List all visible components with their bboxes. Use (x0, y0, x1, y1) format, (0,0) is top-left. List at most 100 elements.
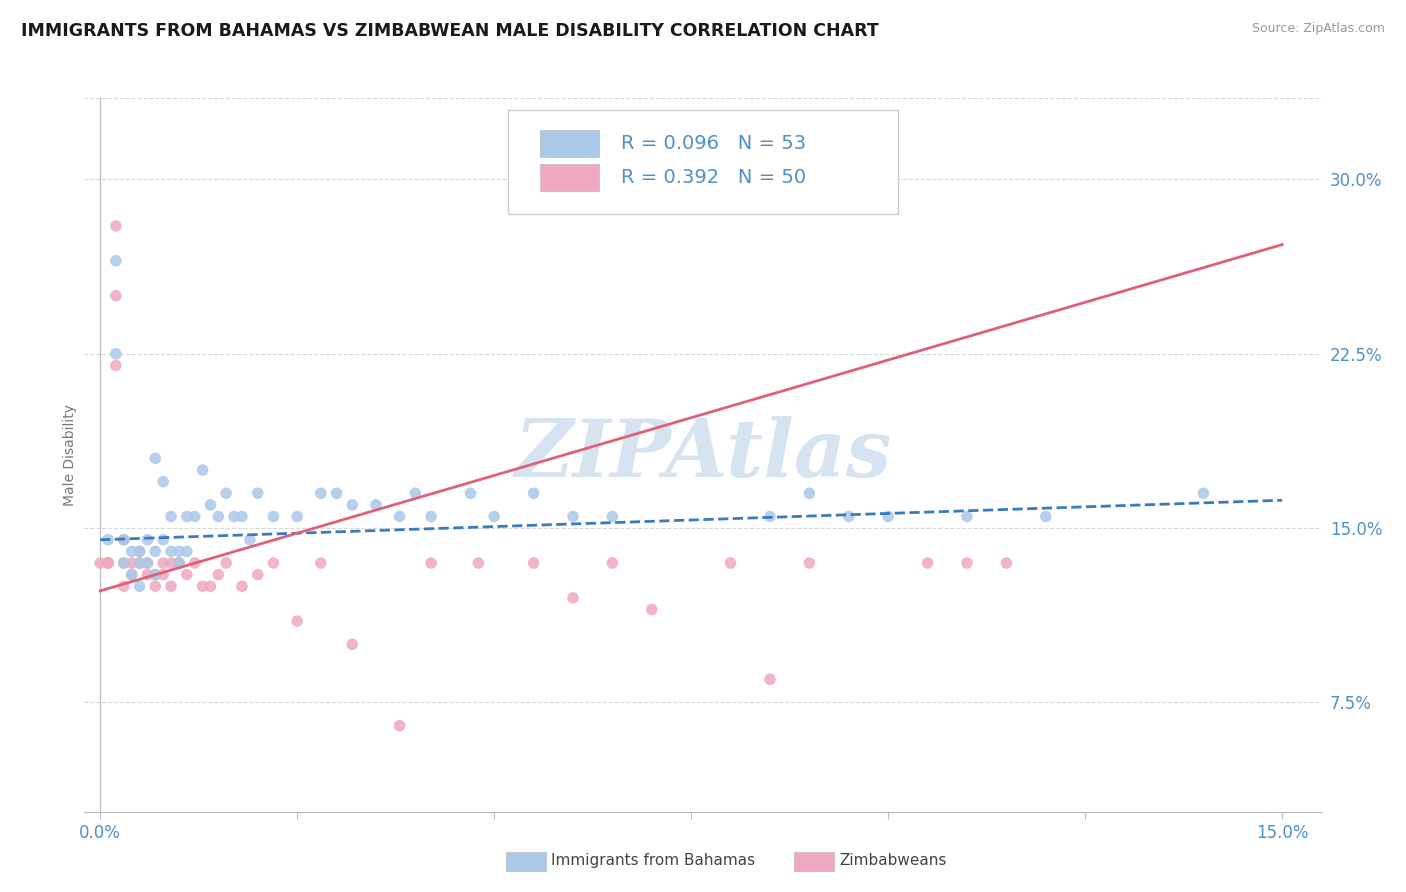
Point (112, 579, 135, 593)
Point (388, 719, 411, 733)
Text: ZIPAtlas: ZIPAtlas (515, 417, 891, 493)
Point (917, 556, 939, 570)
Point (176, 509, 198, 524)
Text: R = 0.096   N = 53: R = 0.096 N = 53 (621, 134, 807, 153)
Point (1192, 486, 1215, 500)
Point (152, 567, 174, 582)
Point (222, 509, 245, 524)
Point (176, 567, 198, 582)
Point (1035, 509, 1057, 524)
Point (143, 567, 166, 582)
Point (467, 556, 489, 570)
Point (838, 509, 860, 524)
Text: R = 0.392   N = 50: R = 0.392 N = 50 (621, 168, 807, 186)
Point (956, 556, 979, 570)
Point (97, 533, 120, 547)
Point (128, 556, 150, 570)
Point (364, 498, 387, 512)
FancyBboxPatch shape (540, 164, 599, 191)
Point (104, 288, 127, 302)
Point (121, 567, 143, 582)
Point (104, 253, 127, 268)
Point (562, 591, 585, 605)
Point (342, 637, 364, 651)
Text: Immigrants from Bahamas: Immigrants from Bahamas (551, 854, 755, 868)
Point (404, 486, 426, 500)
Point (136, 567, 159, 582)
Point (799, 556, 821, 570)
Point (143, 579, 166, 593)
Point (121, 556, 143, 570)
Point (246, 567, 269, 582)
Text: Source: ZipAtlas.com: Source: ZipAtlas.com (1251, 22, 1385, 36)
Point (104, 359, 127, 373)
Point (482, 509, 505, 524)
Point (602, 556, 624, 570)
Point (239, 533, 262, 547)
Point (309, 486, 332, 500)
Point (995, 556, 1018, 570)
Point (420, 556, 443, 570)
Point (183, 556, 205, 570)
Point (104, 347, 127, 361)
Point (136, 556, 159, 570)
Point (231, 509, 253, 524)
Point (200, 498, 222, 512)
Point (325, 486, 347, 500)
Point (128, 544, 150, 558)
Point (128, 544, 150, 558)
Point (160, 579, 183, 593)
Point (183, 509, 205, 524)
Point (231, 579, 253, 593)
Point (285, 614, 308, 628)
Text: IMMIGRANTS FROM BAHAMAS VS ZIMBABWEAN MALE DISABILITY CORRELATION CHART: IMMIGRANTS FROM BAHAMAS VS ZIMBABWEAN MA… (21, 22, 879, 40)
Point (167, 556, 190, 570)
Point (112, 533, 135, 547)
Point (522, 486, 544, 500)
Point (112, 556, 135, 570)
Point (167, 544, 190, 558)
Point (342, 498, 364, 512)
Point (167, 556, 190, 570)
Point (207, 509, 229, 524)
Point (420, 509, 443, 524)
Point (191, 463, 214, 477)
Point (112, 556, 135, 570)
Point (877, 172, 900, 186)
Point (215, 556, 238, 570)
Text: Zimbabweans: Zimbabweans (839, 854, 946, 868)
Point (562, 509, 585, 524)
Point (121, 567, 143, 582)
FancyBboxPatch shape (508, 111, 898, 214)
Point (152, 475, 174, 489)
Point (285, 509, 308, 524)
FancyBboxPatch shape (540, 129, 599, 157)
Point (160, 544, 183, 558)
Point (759, 509, 782, 524)
Point (460, 486, 482, 500)
Point (167, 556, 190, 570)
Point (128, 556, 150, 570)
Point (602, 509, 624, 524)
Point (89, 556, 111, 570)
Point (143, 544, 166, 558)
Point (956, 509, 979, 524)
Point (720, 556, 742, 570)
Point (200, 579, 222, 593)
Point (160, 509, 183, 524)
Point (388, 509, 411, 524)
Point (641, 602, 664, 616)
Point (104, 219, 127, 233)
Point (143, 451, 166, 466)
Point (522, 556, 544, 570)
Point (246, 486, 269, 500)
Point (112, 533, 135, 547)
Point (263, 509, 285, 524)
Point (263, 556, 285, 570)
Point (191, 579, 214, 593)
Point (136, 556, 159, 570)
Point (136, 533, 159, 547)
Y-axis label: Male Disability: Male Disability (63, 404, 77, 506)
Point (799, 486, 821, 500)
Point (759, 672, 782, 686)
